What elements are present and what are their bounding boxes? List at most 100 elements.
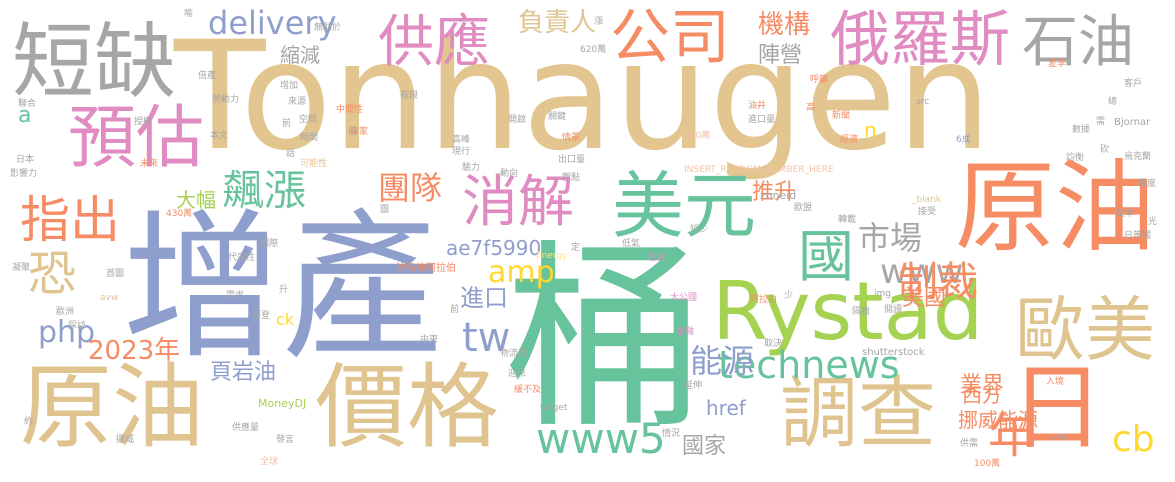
cloud-word-tax-rate: 稅率	[1116, 209, 1135, 219]
cloud-word-insert-random: INSERT_RANDOM_NUMBER_HERE	[684, 165, 834, 175]
cloud-word-usher: 迎來	[508, 369, 527, 379]
cloud-word-extend: 延伸	[684, 381, 703, 391]
cloud-word-energy-zh: 能源	[690, 342, 755, 380]
cloud-word-shortage: 短缺	[12, 15, 177, 110]
cloud-word-export-volume: 出口量	[558, 155, 586, 165]
cloud-word-100w: 100萬	[974, 459, 1001, 469]
cloud-word-camp: 陣營	[758, 43, 803, 68]
cloud-word-before: 前	[282, 119, 292, 129]
cloud-word-sanctions: 制裁	[898, 259, 978, 305]
cloud-word-technews: technews	[718, 343, 900, 387]
cloud-word-rise: 升	[279, 285, 289, 295]
cloud-word-n: n	[864, 118, 877, 142]
cloud-word-blank: _blank	[912, 195, 942, 205]
cloud-word-japan-etc: 日等國	[1124, 231, 1152, 241]
cloud-word-yu: 喻	[184, 9, 194, 19]
cloud-word-uae-zh: 大公國	[670, 293, 698, 303]
cloud-word-balance: 均衡	[1066, 153, 1085, 163]
cloud-word-license: 授權	[134, 117, 153, 127]
cloud-word-euro-us: 歐美	[1015, 289, 1155, 371]
cloud-word-usa: 美國	[902, 286, 947, 311]
cloud-word-accept: 接受	[918, 207, 937, 217]
cloud-word-header-image: 首圖	[106, 269, 125, 279]
cloud-word-west: 西方	[962, 383, 1002, 407]
cloud-word-shale-oil: 頁岩油	[210, 360, 277, 385]
cloud-word-labor: 勞動力	[212, 95, 240, 105]
cloud-word-day: 日	[1010, 354, 1105, 463]
cloud-word-import-volume: 進口量	[748, 115, 776, 125]
cloud-word-430w: 430萬	[166, 209, 193, 219]
cloud-word-summer: 夏季	[1048, 59, 1067, 69]
cloud-word-double-prod: 倍產	[198, 71, 217, 81]
cloud-word-repost: 轉載	[838, 215, 857, 225]
cloud-word-front: 前	[450, 305, 460, 315]
cloud-word-surge: 飆漲	[222, 166, 307, 215]
cloud-word-300w: 300萬	[684, 131, 711, 141]
cloud-word-degree: 程度	[1138, 179, 1157, 189]
cloud-word-europe: 歐洲	[56, 307, 75, 317]
cloud-word-push-up: 推升	[752, 180, 797, 205]
cloud-word-market: 市場	[858, 219, 923, 257]
cloud-word-talk: 話	[286, 149, 296, 159]
cloud-word-visit: 探訪	[68, 321, 87, 331]
cloud-word-arab: 阿拉伯	[750, 295, 778, 305]
cloud-word-zoneid: zoneid	[760, 189, 797, 202]
cloud-word-norway: 挪威	[116, 435, 135, 445]
cloud-word-significantly: 大幅	[176, 188, 216, 212]
cloud-word-light: 光	[1148, 217, 1158, 227]
cloud-word-norway-energy: 挪威能源	[958, 408, 1038, 432]
cloud-word-appeal: 呼籲	[810, 75, 829, 85]
cloud-word-low: 低	[348, 127, 358, 137]
cloud-word-supply-volume: 供應量	[232, 423, 260, 433]
cloud-word-2023: 2023年	[88, 336, 181, 366]
cloud-word-russia: 俄羅斯	[830, 5, 1010, 75]
cloud-word-fear: 恐	[28, 246, 77, 302]
cloud-word-data: 數據	[1072, 125, 1091, 135]
cloud-word-shortfall: 短少	[690, 225, 709, 235]
cloud-word-company: 公司	[610, 3, 730, 73]
cloud-word-img: img	[874, 289, 891, 299]
cloud-word-low-gas: 低氣	[622, 239, 641, 249]
cloud-word-nation: 國家	[682, 434, 727, 459]
cloud-word-biden: 拜登	[252, 311, 271, 321]
cloud-word-total: 總	[1108, 97, 1118, 107]
cloud-word-key: 關鍵	[548, 112, 567, 122]
cloud-word-moneydj: MoneyDJ	[258, 397, 307, 410]
cloud-word-href: href	[706, 396, 746, 420]
cloud-word-rise-zh: 漲	[594, 17, 604, 27]
cloud-word-news: 新聞	[832, 111, 851, 121]
cloud-word-peak: 高峰	[452, 135, 471, 145]
cloud-word-petroleum: 石油	[1022, 10, 1134, 75]
cloud-word-reduce: 縮減	[280, 43, 320, 67]
cloud-word-time: 時間	[300, 133, 319, 143]
cloud-word-international: 國際	[260, 239, 279, 249]
cloud-word-logistics: 物流網	[500, 349, 528, 359]
cloud-word-trend: 動向	[500, 169, 519, 179]
cloud-word-tu: 圖	[380, 205, 390, 215]
cloud-word-not-help: 無助於	[314, 23, 342, 33]
cloud-word-test-power: 驗力	[462, 163, 481, 173]
cloud-word-point-out: 指出	[20, 191, 120, 249]
cloud-word-less: 少	[784, 291, 794, 301]
cloud-word-energy-en: Energy	[536, 251, 568, 261]
cloud-word-php: php	[38, 315, 96, 350]
cloud-word-usd: 美元	[612, 164, 757, 248]
cloud-word-open: 開啟	[508, 115, 527, 125]
cloud-word-scenario: 情景	[562, 133, 581, 143]
cloud-word-www5: www5	[536, 414, 666, 463]
cloud-word-ck: ck	[276, 310, 295, 329]
cloud-word-crude-oil-2: 原油	[955, 149, 1155, 266]
cloud-word-target: target	[540, 403, 568, 413]
cloud-word-increase: 增加	[280, 81, 299, 91]
cloud-word-avw: avw	[100, 293, 119, 303]
cloud-word-shutterstock: shutterstock	[862, 347, 925, 358]
cloud-word-team: 團隊	[378, 169, 443, 207]
cloud-word-this-article: 本文	[210, 131, 229, 141]
cloud-word-entry: 入境	[1046, 377, 1065, 387]
cloud-word-dissolve: 消解	[462, 170, 574, 235]
cloud-word-bjornar: Bjornar	[1114, 117, 1151, 128]
cloud-word-www: www	[880, 252, 964, 292]
cloud-word-influence: 影響力	[10, 169, 38, 179]
cloud-word-speak: 發言	[276, 435, 295, 445]
